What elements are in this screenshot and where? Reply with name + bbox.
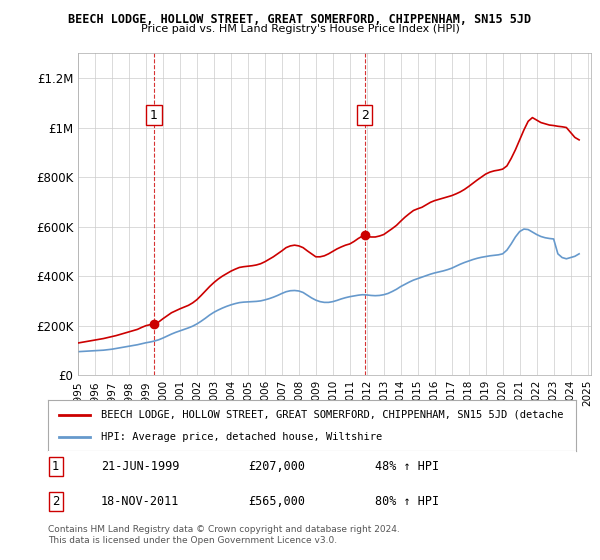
Text: BEECH LODGE, HOLLOW STREET, GREAT SOMERFORD, CHIPPENHAM, SN15 5JD (detache: BEECH LODGE, HOLLOW STREET, GREAT SOMERF… <box>101 409 563 419</box>
Text: £565,000: £565,000 <box>248 494 305 508</box>
Text: £207,000: £207,000 <box>248 460 305 473</box>
Text: 18-NOV-2011: 18-NOV-2011 <box>101 494 179 508</box>
Text: Contains HM Land Registry data © Crown copyright and database right 2024.
This d: Contains HM Land Registry data © Crown c… <box>48 525 400 545</box>
Text: 2: 2 <box>52 494 59 508</box>
Text: 2: 2 <box>361 109 368 122</box>
Text: 48% ↑ HPI: 48% ↑ HPI <box>376 460 439 473</box>
Text: 21-JUN-1999: 21-JUN-1999 <box>101 460 179 473</box>
Text: Price paid vs. HM Land Registry's House Price Index (HPI): Price paid vs. HM Land Registry's House … <box>140 24 460 34</box>
Text: 80% ↑ HPI: 80% ↑ HPI <box>376 494 439 508</box>
Text: HPI: Average price, detached house, Wiltshire: HPI: Average price, detached house, Wilt… <box>101 432 382 442</box>
Text: BEECH LODGE, HOLLOW STREET, GREAT SOMERFORD, CHIPPENHAM, SN15 5JD: BEECH LODGE, HOLLOW STREET, GREAT SOMERF… <box>68 13 532 26</box>
Text: 1: 1 <box>52 460 59 473</box>
Text: 1: 1 <box>150 109 158 122</box>
